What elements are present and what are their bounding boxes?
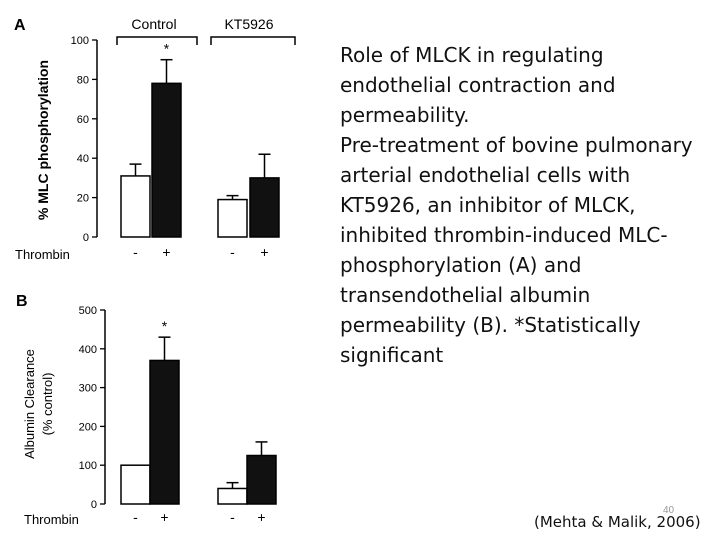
- group-bracket-kt5926: [210, 36, 296, 45]
- y-tick-label: 0: [91, 499, 97, 511]
- y-tick-label: 100: [79, 460, 97, 472]
- group-label-control: Control: [131, 16, 176, 32]
- thrombin-category-label: -: [133, 509, 138, 525]
- thrombin-category-label: +: [162, 244, 170, 260]
- group-bracket-control: [116, 36, 198, 45]
- chart-panel-b: B Albumin Clearance (% control) Thrombin…: [16, 293, 277, 527]
- thrombin-category-label: +: [160, 509, 168, 525]
- caption-body: Pre-treatment of bovine pulmonary arteri…: [340, 133, 693, 367]
- significance-marker: *: [162, 318, 168, 334]
- panel-a-label: A: [14, 17, 26, 34]
- bar: [217, 487, 248, 505]
- y-tick-label: 200: [79, 421, 97, 433]
- thrombin-category-label: -: [133, 244, 138, 260]
- thrombin-category-label: -: [230, 244, 235, 260]
- y-tick-label: 300: [79, 383, 97, 395]
- citation: (Mehta & Malik, 2006): [534, 513, 701, 531]
- y-tick-label: 40: [77, 153, 89, 165]
- slide-number: 40: [663, 505, 675, 516]
- thrombin-category-label: -: [230, 509, 235, 525]
- thrombin-row-label-a: Thrombin: [15, 247, 70, 262]
- chart-panel-a: A % MLC phosphorylation Control KT5926 T…: [14, 16, 296, 262]
- bar: [249, 177, 280, 238]
- bar: [217, 198, 248, 238]
- group-label-kt5926: KT5926: [224, 16, 273, 32]
- y-tick-label: 80: [77, 74, 89, 86]
- thrombin-category-label: +: [260, 244, 268, 260]
- y-tick-label: 100: [71, 35, 89, 47]
- significance-marker: *: [164, 41, 170, 57]
- y-tick-label: 500: [79, 305, 97, 317]
- caption-title: Role of MLCK in regulating endothelial c…: [340, 43, 616, 127]
- bar: [246, 454, 277, 505]
- y-tick-label: 20: [77, 193, 89, 205]
- bar: [120, 464, 151, 505]
- y-tick-label: 60: [77, 114, 89, 126]
- panel-b-y-axis-label: Albumin Clearance: [22, 349, 37, 459]
- thrombin-row-label-b: Thrombin: [24, 512, 79, 527]
- bar: [120, 175, 151, 238]
- bar: [149, 359, 180, 505]
- thrombin-category-label: +: [257, 509, 265, 525]
- panel-a-y-axis-label: % MLC phosphorylation: [35, 60, 51, 220]
- panel-b-label: B: [16, 293, 28, 310]
- figure-caption: Role of MLCK in regulating endothelial c…: [340, 40, 700, 370]
- panel-b-y-axis-label-unit: (% control): [40, 373, 55, 436]
- y-tick-label: 400: [79, 344, 97, 356]
- y-tick-label: 0: [83, 232, 89, 244]
- bar: [151, 82, 182, 238]
